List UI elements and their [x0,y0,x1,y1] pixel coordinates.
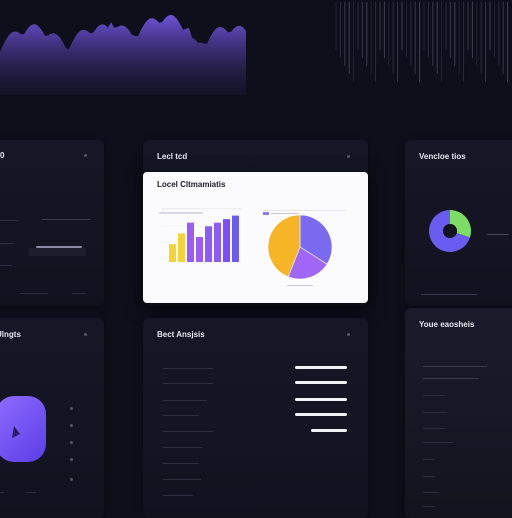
waveform-header [0,2,509,95]
row-highlight [295,381,347,384]
panel-menu-dot[interactable] [84,154,87,157]
bar-chart [161,209,241,262]
donut-slice[interactable] [450,210,471,238]
row-label-line [423,366,487,367]
progress-bar [36,246,82,248]
footer-line [26,492,36,493]
bar[interactable] [232,215,239,262]
divider-line [0,220,18,221]
card-divider [159,212,203,214]
row-label-line [163,383,213,384]
bar[interactable] [214,222,221,262]
divider-line [0,265,12,266]
panel-menu-dot[interactable] [84,333,87,336]
footer-line [421,294,477,295]
row-label-line [163,415,199,416]
panel-right-top: Vencloe tios [405,140,512,306]
list-dot [70,458,73,461]
bar[interactable] [187,222,194,262]
panel-right-bottom-title: Youe eaosheis [419,320,475,329]
divider-line [0,243,14,244]
row-highlight [311,429,347,432]
waveform-shape [0,14,246,95]
row-label-line [423,492,439,493]
panel-right-bottom: Youe eaosheis [405,308,512,518]
left-accent-blob [0,396,46,462]
pie-slice[interactable] [287,246,328,280]
panel-middle-bottom: Bect Ansjsis [143,318,368,518]
bar[interactable] [169,244,176,262]
legend-line [271,213,299,214]
legend-line [487,234,509,235]
arrow-icon [12,426,20,438]
list-dot [70,424,73,427]
divider-line [72,293,86,294]
highlight-card-title: Locel Cltmamiatis [157,180,226,189]
panel-menu-dot[interactable] [347,155,350,158]
card-divider [161,208,241,209]
highlight-card[interactable]: Locel Cltmamiatis [143,172,368,303]
pie-chart [267,214,333,280]
row-highlight [295,366,347,369]
row-label-line [163,431,213,432]
row-highlight [295,413,347,416]
row-label-line [423,506,435,507]
bar[interactable] [205,226,212,262]
pie-slice[interactable] [267,214,301,278]
row-highlight [295,398,347,401]
panel-left-top: 0 [0,140,104,306]
donut-chart [429,210,471,252]
panel-left-top-label: 0 [0,151,5,160]
legend-swatch [263,212,269,215]
pie-caption-line [287,285,313,286]
track-bar [28,248,86,256]
donut-hole [443,224,457,238]
divider-line [20,293,48,294]
footer-line [0,492,4,493]
panel-menu-dot[interactable] [347,333,350,336]
list-dot [70,441,73,444]
row-label-line [163,463,199,464]
row-label-line [423,412,447,413]
donut-slice[interactable] [429,210,470,252]
panel-right-top-title: Vencloe tios [419,152,466,161]
row-label-line [423,442,453,443]
list-dot [70,478,73,481]
panel-middle-top-title: Lecl tcd [157,152,188,161]
bar[interactable] [178,233,185,262]
row-label-line [423,459,435,460]
card-divider [263,210,347,211]
bar[interactable] [223,219,230,262]
divider-line [42,219,90,220]
panel-left-bottom-title: Ulngts [0,330,21,339]
row-label-line [163,479,201,480]
bar[interactable] [196,237,203,262]
row-label-line [423,428,445,429]
row-label-line [423,476,435,477]
row-label-line [423,378,479,379]
row-label-line [423,395,445,396]
list-dot [70,407,73,410]
row-label-line [163,400,207,401]
row-label-line [163,495,193,496]
row-label-line [163,447,203,448]
panel-middle-bottom-title: Bect Ansjsis [157,330,205,339]
row-label-line [163,368,213,369]
